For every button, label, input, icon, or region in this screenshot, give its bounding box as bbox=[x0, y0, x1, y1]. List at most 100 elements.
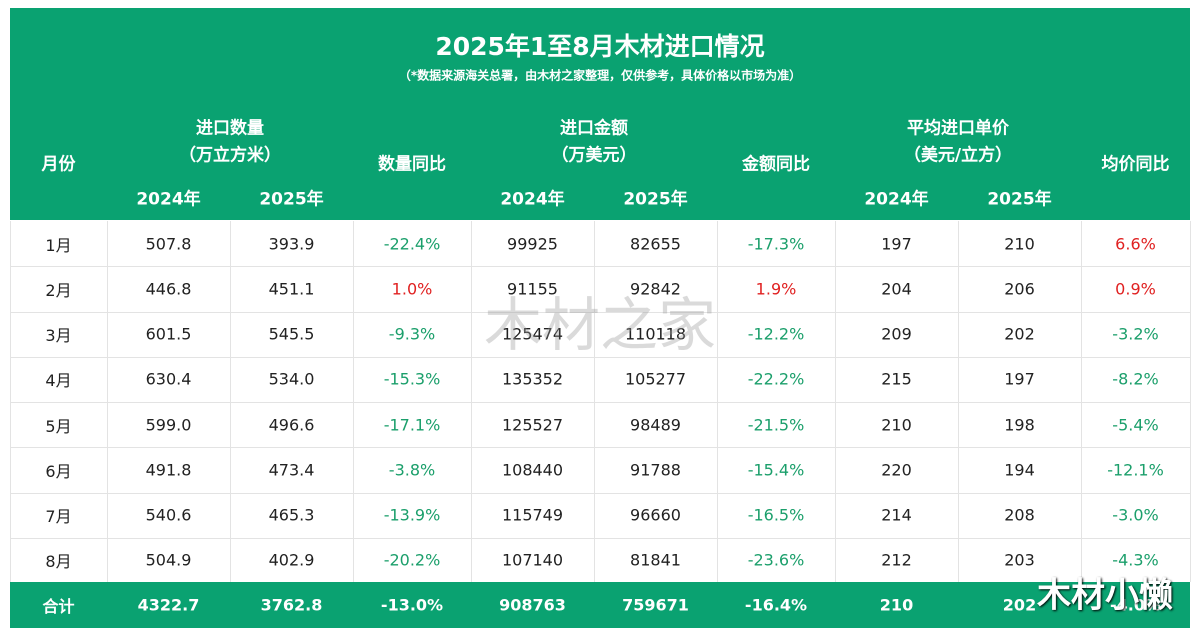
group-unit: （美元/立方） bbox=[903, 145, 1013, 166]
row-line bbox=[10, 402, 1190, 403]
year-header: 2025年 bbox=[623, 189, 688, 210]
title: 2025年1至8月木材进口情况 bbox=[435, 32, 765, 61]
cell: 402.9 bbox=[268, 550, 315, 570]
cell: 1.9% bbox=[755, 279, 797, 299]
total-cell: 202 bbox=[1002, 595, 1037, 615]
cell: 1.0% bbox=[391, 279, 433, 299]
row-line bbox=[10, 447, 1190, 449]
cell: 504.9 bbox=[145, 550, 192, 570]
cell: 194 bbox=[1004, 460, 1035, 480]
cell: 203 bbox=[1004, 550, 1035, 570]
cell: -16.5% bbox=[747, 505, 805, 525]
cell: 507.8 bbox=[145, 234, 192, 254]
subtitle: （*数据来源海关总署，由木材之家整理，仅供参考，具体价格以市场为准） bbox=[398, 68, 802, 83]
cell: -23.6% bbox=[747, 550, 805, 570]
cell: -5.4% bbox=[1112, 415, 1159, 435]
cell: 5月 bbox=[45, 416, 72, 436]
cell: 96660 bbox=[630, 505, 681, 525]
cell: -21.5% bbox=[747, 415, 805, 435]
cell: 220 bbox=[881, 460, 912, 480]
column-line bbox=[1190, 221, 1191, 582]
cell: 473.4 bbox=[268, 460, 315, 480]
column-line bbox=[958, 221, 959, 582]
total-cell: 3762.8 bbox=[260, 595, 323, 615]
header-band bbox=[10, 8, 1190, 220]
cell: 209 bbox=[881, 324, 912, 344]
column-line bbox=[835, 221, 836, 582]
total-cell: -16.4% bbox=[744, 595, 808, 615]
cell: 8月 bbox=[45, 552, 72, 572]
cell: 215 bbox=[881, 369, 912, 389]
cell: 545.5 bbox=[268, 324, 315, 344]
cell: 99925 bbox=[507, 234, 558, 254]
cell: -3.0% bbox=[1112, 505, 1159, 525]
cell: 540.6 bbox=[145, 505, 192, 525]
column-line bbox=[471, 221, 472, 582]
column-line bbox=[230, 221, 231, 582]
column-line bbox=[594, 221, 595, 582]
column-line bbox=[107, 221, 108, 582]
cell: 465.3 bbox=[268, 505, 315, 525]
cell: 7月 bbox=[45, 507, 72, 527]
cell: 451.1 bbox=[268, 279, 315, 299]
column-header: 均价同比 bbox=[1101, 154, 1170, 175]
column-line bbox=[10, 221, 11, 582]
cell: 208 bbox=[1004, 505, 1035, 525]
cell: -22.4% bbox=[383, 234, 441, 254]
cell: -3.2% bbox=[1112, 324, 1159, 344]
group-header: 进口数量 bbox=[196, 118, 264, 139]
year-header: 2024年 bbox=[136, 189, 201, 210]
cell: 630.4 bbox=[145, 369, 192, 389]
cell: -9.3% bbox=[388, 324, 436, 344]
cell: 3月 bbox=[45, 326, 72, 346]
cell: -12.2% bbox=[747, 324, 805, 344]
cell: 108440 bbox=[501, 460, 564, 480]
cell: 82655 bbox=[630, 234, 681, 254]
row-line bbox=[10, 266, 1190, 268]
cell: 210 bbox=[881, 415, 912, 435]
cell: 110118 bbox=[624, 324, 687, 344]
row-line bbox=[10, 356, 1190, 358]
cell: 6月 bbox=[45, 461, 72, 481]
cell: 198 bbox=[1004, 415, 1035, 435]
cell: 197 bbox=[1004, 369, 1035, 389]
row-line bbox=[10, 537, 1190, 539]
cell: -15.4% bbox=[747, 460, 805, 480]
cell: 599.0 bbox=[145, 415, 192, 435]
cell: 491.8 bbox=[145, 460, 192, 480]
cell: -4.3% bbox=[1112, 550, 1159, 570]
cell: 115749 bbox=[501, 505, 564, 525]
cell: 125527 bbox=[501, 415, 564, 435]
row-line bbox=[10, 311, 1190, 313]
cell: -15.3% bbox=[383, 369, 441, 389]
cell: 1月 bbox=[45, 235, 72, 255]
cell: 98489 bbox=[630, 415, 681, 435]
cell: 212 bbox=[881, 550, 912, 570]
group-header: 进口金额 bbox=[560, 118, 628, 139]
group-unit: （万美元） bbox=[551, 145, 637, 166]
cell: -12.1% bbox=[1107, 460, 1164, 480]
column-line bbox=[717, 221, 718, 582]
cell: -8.2% bbox=[1112, 369, 1159, 389]
cell: 496.6 bbox=[268, 415, 315, 435]
cell: 125474 bbox=[501, 324, 564, 344]
footer-band bbox=[10, 582, 1190, 628]
cell: 534.0 bbox=[268, 369, 315, 389]
cell: 6.6% bbox=[1115, 234, 1156, 254]
column-line bbox=[353, 221, 354, 582]
total-cell: -13.0% bbox=[380, 595, 444, 615]
row-line bbox=[10, 492, 1190, 494]
cell: 105277 bbox=[624, 369, 687, 389]
cell: -22.2% bbox=[747, 369, 805, 389]
total-cell: 合计 bbox=[42, 597, 75, 616]
cell: -17.1% bbox=[383, 415, 441, 435]
cell: 214 bbox=[881, 505, 912, 525]
cell: 135352 bbox=[501, 369, 564, 389]
cell: 81841 bbox=[630, 550, 681, 570]
total-cell: 908763 bbox=[499, 595, 566, 615]
total-cell: -4.0% bbox=[1109, 595, 1162, 615]
watermark: 木材之家 bbox=[483, 291, 717, 359]
cell: 210 bbox=[1004, 234, 1035, 254]
cell: 601.5 bbox=[145, 324, 192, 344]
